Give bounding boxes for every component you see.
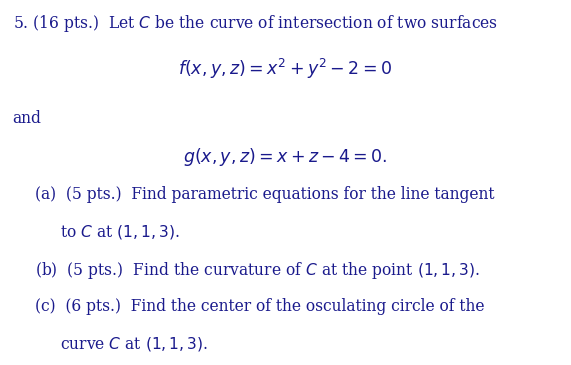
Text: 5. (16 pts.)  Let $C$ be the curve of intersection of two surfaces: 5. (16 pts.) Let $C$ be the curve of int…	[13, 13, 497, 34]
Text: (a)  (5 pts.)  Find parametric equations for the line tangent: (a) (5 pts.) Find parametric equations f…	[35, 186, 495, 203]
Text: $f(x,y,z) = x^2 + y^2 - 2 = 0$: $f(x,y,z) = x^2 + y^2 - 2 = 0$	[179, 57, 392, 81]
Text: and: and	[13, 110, 42, 127]
Text: (b)  (5 pts.)  Find the curvature of $C$ at the point $(1,1,3)$.: (b) (5 pts.) Find the curvature of $C$ a…	[35, 260, 481, 281]
Text: curve $C$ at $(1,1,3)$.: curve $C$ at $(1,1,3)$.	[60, 335, 208, 353]
Text: $g(x,y,z) = x + z - 4 = 0.$: $g(x,y,z) = x + z - 4 = 0.$	[183, 146, 388, 168]
Text: to $C$ at $(1,1,3)$.: to $C$ at $(1,1,3)$.	[60, 223, 180, 241]
Text: (c)  (6 pts.)  Find the center of the osculating circle of the: (c) (6 pts.) Find the center of the oscu…	[35, 298, 485, 315]
